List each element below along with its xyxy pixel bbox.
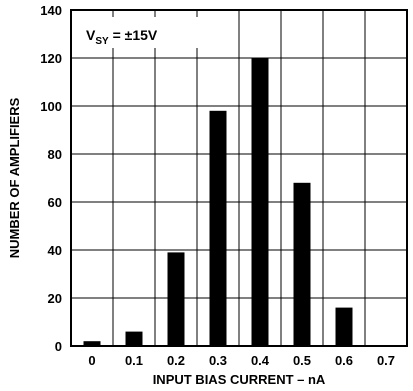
plot-frame [70,9,408,347]
x-tick-label: 0.2 [167,353,185,368]
y-tick-label: 100 [40,99,62,114]
y-tick-label: 20 [48,291,62,306]
annotation-prefix: V [86,27,96,43]
x-tick-label: 0 [88,353,95,368]
x-axis-label: INPUT BIAS CURRENT – nA [153,372,326,387]
x-tick-labels: 0 0.1 0.2 0.3 0.4 0.5 0.6 0.7 [88,353,395,368]
bars [83,58,353,346]
x-tick-label: 0.7 [377,353,395,368]
bar-0.5 [293,182,311,346]
x-tick-label: 0.3 [209,353,227,368]
grid-lines [71,10,407,346]
y-tick-labels: 0 20 40 60 80 100 120 140 [40,3,62,354]
bar-0.1 [125,331,143,346]
annotation-subscript: SY [95,36,109,47]
y-tick-label: 120 [40,51,62,66]
x-tick-label: 0.1 [125,353,143,368]
y-axis-label: NUMBER OF AMPLIFIERS [7,97,22,258]
bar-0.4 [251,58,269,346]
y-tick-label: 0 [55,339,62,354]
annotation-suffix: = ±15V [109,27,158,43]
y-tick-label: 60 [48,195,62,210]
bar-0 [83,341,101,346]
bar-0.2 [167,252,185,346]
x-tick-label: 0.6 [335,353,353,368]
y-tick-label: 40 [48,243,62,258]
x-tick-label: 0.4 [251,353,270,368]
y-tick-label: 80 [48,147,62,162]
x-tick-label: 0.5 [293,353,311,368]
svg-text:VSY = ±15V: VSY = ±15V [86,27,158,47]
bar-0.6 [335,307,353,346]
y-tick-label: 140 [40,3,62,18]
voltage-annotation: VSY = ±15V [78,17,198,48]
bar-0.3 [209,110,227,346]
